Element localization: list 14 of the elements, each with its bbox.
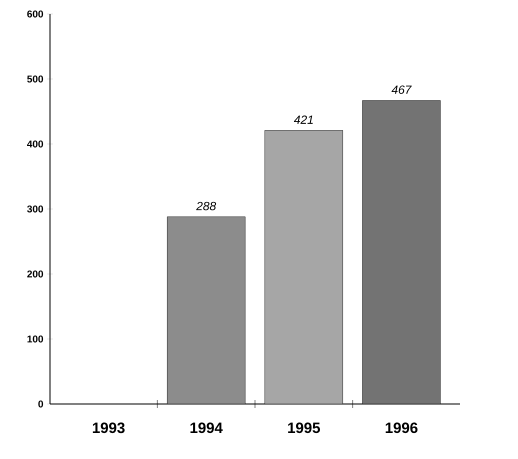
data-label: 288: [196, 202, 216, 210]
y-tick-label: 100: [27, 335, 44, 343]
y-tick-label: 400: [27, 140, 44, 148]
y-tick-label: 200: [27, 270, 44, 278]
y-tick-label: 600: [27, 10, 44, 18]
y-tick-label: 300: [27, 205, 44, 213]
y-tick-label: 0: [38, 400, 44, 408]
x-tick-label: 1993: [92, 422, 125, 434]
y-tick-label: 500: [27, 75, 44, 83]
data-label: 467: [392, 85, 412, 94]
x-tick-label: 1995: [288, 422, 320, 434]
x-tick-label: 1994: [190, 422, 223, 434]
x-tick-label: 1996: [386, 422, 418, 434]
data-label: 421: [294, 115, 313, 124]
